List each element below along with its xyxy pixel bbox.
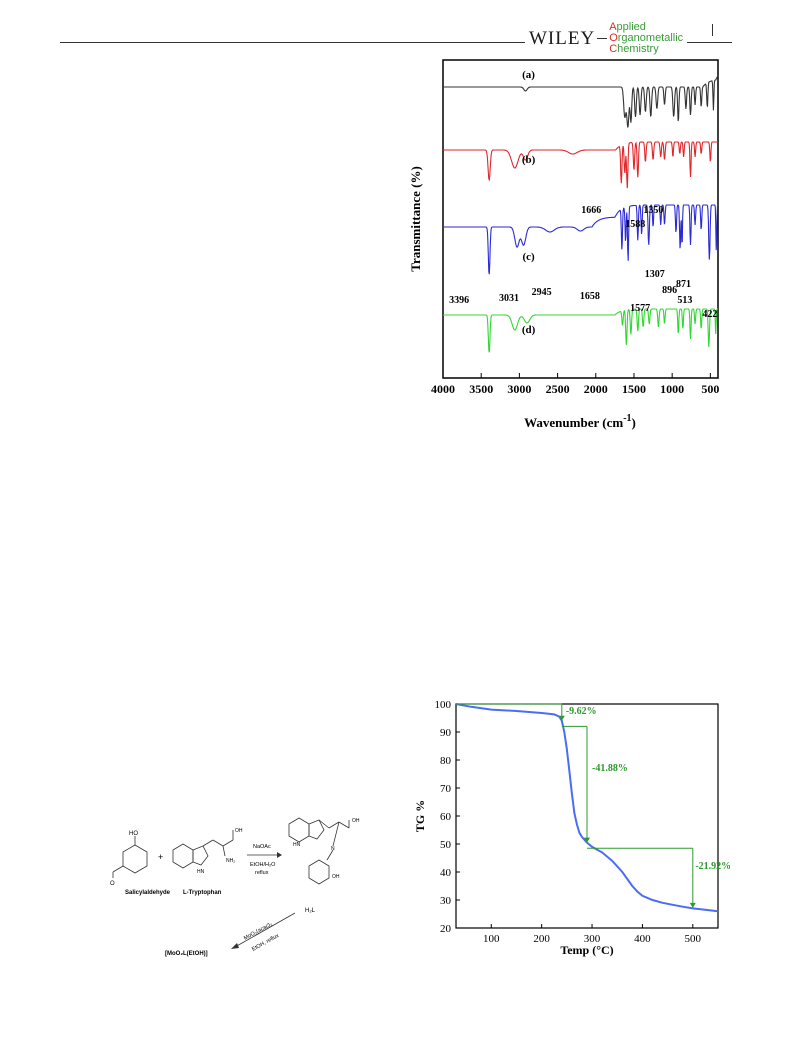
indole-hn-label: HN [197,869,205,875]
tga-mass-loss-annotation: -9.62% [566,706,597,717]
ir-series-line-a [443,75,719,128]
publisher-logo: WILEY [529,27,596,49]
tga-y-tick-label: 60 [440,811,452,823]
ir-x-tick-label: 500 [701,382,719,396]
ir-x-tick-label: 1500 [622,382,646,396]
journal-logo: WILEY Applied Organometallic Chemistry [525,21,688,55]
header-divider [712,24,713,36]
ir-plot-frame [442,59,719,379]
journal-name: Applied Organometallic Chemistry [609,21,684,55]
tga-y-tick-label: 100 [435,699,452,711]
diagonal-arrow [234,912,296,948]
ligand-hn-label: HN [293,842,301,848]
ir-series-line-b [443,141,718,189]
ir-series-line-c [443,204,719,275]
tga-y-tick-label: 40 [440,867,452,879]
ir-peak-annotation: 3031 [499,293,519,304]
ir-peak-annotation: 422 [702,309,717,320]
tga-y-axis-label: TG % [413,800,427,832]
ir-series-label: (b) [522,154,536,166]
ir-peak-annotation: 2945 [532,287,552,298]
tga-mass-loss-annotation: -21.92% [695,861,730,872]
logo-dash [597,38,608,39]
tga-y-tick-label: 90 [440,727,452,739]
tga-step3-arrowhead [689,902,696,908]
ir-peak-annotation: 1577 [630,303,650,314]
salicylaldehyde-structure [112,836,148,878]
tga-y-tick-label: 70 [440,783,452,795]
tga-curve [455,703,719,913]
forward-arrowhead [277,852,282,858]
ir-series-label: (c) [522,251,535,263]
ligand-structure [288,817,350,885]
imine-n-label: N [331,846,335,852]
ir-peak-annotation: 1666 [581,205,601,216]
reagent1-label: NaOAc [253,844,271,850]
ir-peak-annotation: 896 [662,285,677,296]
ir-peak-annotation: 3396 [449,295,469,306]
tga-step1-arrowhead [558,715,565,721]
tga-x-tick-label: 100 [483,933,500,945]
phenol-oh-label: OH [332,874,340,880]
tga-x-tick-label: 200 [533,933,550,945]
ir-series-label: (d) [522,324,536,336]
ir-x-tick-label: 2000 [584,382,608,396]
tga-mass-loss-annotation: -41.88% [592,763,628,774]
tga-x-tick-label: 500 [685,933,702,945]
reaction-scheme: HO O Salicylaldehyde + OH NH₂ HN L-Trypt… [110,817,360,957]
ligand-label: H₂L [305,908,316,914]
conditions1a-label: EtOH/H₂O [250,862,276,868]
tga-x-tick-label: 300 [584,933,601,945]
ir-series-line-d [443,308,718,353]
cooh-label: OH [235,828,243,834]
ir-peak-annotation: 1658 [580,291,600,302]
ir-spectra-figure: 4000 3500 3000 2500 2000 1500 1000 500 (a) (b) (c… [408,59,719,430]
ho-label: HO [129,831,138,837]
header-rule [60,42,732,43]
ir-peak-annotation: 513 [677,295,692,306]
ir-x-tick-label: 2500 [546,382,570,396]
tryptophan-label: L-Tryptophan [183,890,222,896]
ir-series-label: (a) [522,69,535,81]
ir-peak-annotation: 871 [676,279,691,290]
tga-y-tick-label: 30 [440,895,452,907]
ir-x-tick-label: 1000 [660,382,684,396]
tryptophan-structure [172,830,234,869]
plus-sign: + [158,852,163,862]
ir-x-axis-label: Wavenumber (cm-1) [524,413,636,430]
ir-x-tick-label: 4000 [431,382,455,396]
nh2-label: NH₂ [226,858,235,864]
ir-peak-annotation: 1307 [645,269,665,280]
diagonal-arrowhead [231,943,239,949]
salicylaldehyde-label: Salicylaldehyde [125,890,171,896]
tga-x-tick-label: 400 [634,933,651,945]
ir-x-tick-label: 3000 [507,382,531,396]
ligand-oh-label: OH [352,818,360,824]
ir-peak-annotation: 1350 [643,205,663,216]
product-label: [MoO₂L(EtOH)] [165,951,208,957]
tga-figure: 100 200 300 400 500 20 30 40 50 60 70 80 90 100 -9.62… [413,699,730,957]
ir-y-axis-label: Transmittance (%) [408,166,423,272]
ir-peak-annotation: 1588 [625,219,645,230]
ir-x-tick-label: 3500 [469,382,493,396]
tga-y-tick-label: 80 [440,755,452,767]
o-label: O [110,881,115,887]
tga-y-tick-label: 20 [440,923,452,935]
conditions1b-label: reflux [255,870,269,876]
tga-step2-arrowhead [584,837,590,843]
tga-x-axis-label: Temp (°C) [560,943,613,957]
tga-y-tick-label: 50 [440,839,452,851]
